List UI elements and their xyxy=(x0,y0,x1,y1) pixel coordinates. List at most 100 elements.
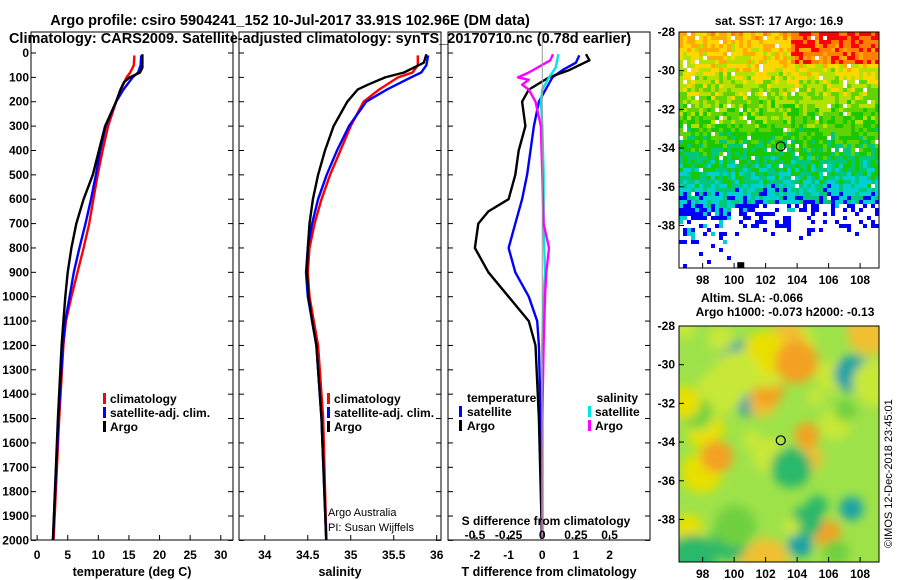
sst-pixel xyxy=(851,132,856,137)
sst-pixel xyxy=(807,120,812,125)
sst-pixel xyxy=(791,248,796,253)
sst-pixel xyxy=(835,100,840,105)
sst-pixel xyxy=(871,120,876,125)
sst-pixel xyxy=(743,152,748,157)
sst-pixel xyxy=(851,160,856,165)
sst-pixel xyxy=(751,72,756,77)
sst-pixel xyxy=(767,104,772,109)
sst-pixel xyxy=(835,260,840,265)
sst-pixel xyxy=(735,88,740,93)
sst-pixel xyxy=(791,84,796,89)
sst-pixel xyxy=(843,168,848,173)
sst-pixel xyxy=(687,60,692,65)
figure-title-line1: Argo profile: csiro 5904241_152 10-Jul-2… xyxy=(50,13,530,29)
sst-pixel xyxy=(759,232,764,237)
sst-pixel xyxy=(715,216,720,221)
sst-pixel xyxy=(807,264,812,268)
sst-pixel xyxy=(699,40,704,45)
sst-pixel xyxy=(735,132,740,137)
sst-pixel xyxy=(815,240,820,245)
sst-pixel xyxy=(679,164,684,169)
sst-pixel xyxy=(835,88,840,93)
sst-pixel xyxy=(843,144,848,149)
sst-pixel xyxy=(751,124,756,129)
sst-pixel xyxy=(715,128,720,133)
sst-pixel xyxy=(803,236,808,241)
sst-pixel xyxy=(839,224,844,229)
sst-pixel xyxy=(839,152,844,157)
sst-pixel xyxy=(871,260,876,265)
y-tick-label: 500 xyxy=(9,168,29,182)
sst-pixel xyxy=(799,244,804,249)
sst-pixel xyxy=(695,92,700,97)
sst-pixel xyxy=(815,176,820,181)
sst-pixel xyxy=(695,168,700,173)
sst-pixel xyxy=(795,44,800,49)
sst-pixel xyxy=(719,200,724,205)
sst-pixel xyxy=(691,248,696,253)
panelD-series-group xyxy=(473,53,591,540)
sst-pixel xyxy=(747,204,752,209)
sst-pixel xyxy=(851,216,856,221)
sst-pixel xyxy=(815,228,820,233)
sst-pixel xyxy=(851,168,856,173)
sst-pixel xyxy=(771,160,776,165)
sst-pixel xyxy=(827,96,832,101)
sst-pixel xyxy=(691,152,696,157)
sst-pixel xyxy=(767,172,772,177)
map-y-tick-label: -30 xyxy=(658,64,676,78)
sst-pixel xyxy=(731,84,736,89)
sst-pixel xyxy=(719,76,724,81)
sst-pixel xyxy=(783,32,788,37)
sst-pixel xyxy=(719,204,724,209)
sst-pixel xyxy=(803,36,808,41)
sst-pixel xyxy=(695,256,700,261)
sst-pixel xyxy=(851,252,856,257)
sst-pixel xyxy=(807,116,812,121)
sst-pixel xyxy=(851,64,856,69)
sst-pixel xyxy=(875,240,879,245)
sst-pixel xyxy=(703,36,708,41)
sst-pixel xyxy=(783,68,788,73)
sst-pixel xyxy=(727,200,732,205)
sst-pixel xyxy=(847,180,852,185)
sst-pixel xyxy=(775,216,780,221)
sst-pixel xyxy=(711,172,716,177)
sst-pixel xyxy=(823,184,828,189)
sst-pixel xyxy=(723,188,728,193)
sst-pixel xyxy=(803,232,808,237)
sst-pixel xyxy=(803,144,808,149)
sst-pixel xyxy=(755,40,760,45)
sst-pixel xyxy=(787,120,792,125)
sst-pixel xyxy=(691,88,696,93)
sst-pixel xyxy=(859,256,864,261)
sst-pixel xyxy=(715,248,720,253)
sst-pixel xyxy=(851,40,856,45)
sst-pixel xyxy=(851,116,856,121)
sst-pixel xyxy=(799,76,804,81)
sst-pixel xyxy=(855,228,860,233)
sst-pixel xyxy=(679,132,684,137)
sst-pixel xyxy=(847,220,852,225)
sst-pixel xyxy=(783,200,788,205)
sst-pixel xyxy=(855,56,860,61)
sst-pixel xyxy=(811,188,816,193)
sst-pixel xyxy=(687,96,692,101)
sst-pixel xyxy=(731,160,736,165)
sst-pixel xyxy=(739,104,744,109)
sst-pixel xyxy=(719,116,724,121)
sst-pixel xyxy=(699,252,704,257)
sst-pixel xyxy=(823,136,828,141)
sst-pixel xyxy=(695,84,700,89)
sst-pixel xyxy=(735,256,740,261)
sst-pixel xyxy=(719,224,724,229)
sst-pixel xyxy=(779,48,784,53)
sst-pixel xyxy=(771,228,776,233)
sst-pixel xyxy=(759,252,764,257)
sst-pixel xyxy=(723,88,728,93)
sst-pixel xyxy=(835,168,840,173)
sst-pixel xyxy=(867,212,872,217)
sst-pixel xyxy=(783,152,788,157)
legend-swatch xyxy=(327,407,330,418)
sst-pixel xyxy=(799,104,804,109)
